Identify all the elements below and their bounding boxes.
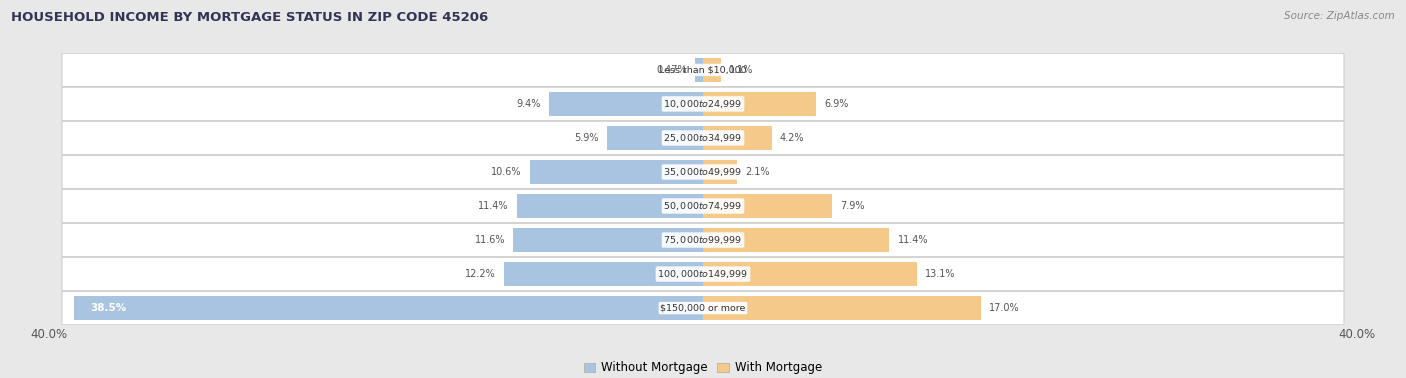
Text: HOUSEHOLD INCOME BY MORTGAGE STATUS IN ZIP CODE 45206: HOUSEHOLD INCOME BY MORTGAGE STATUS IN Z… [11,11,488,24]
Bar [703,58,721,82]
Bar [513,228,703,252]
Text: 12.2%: 12.2% [464,269,495,279]
FancyBboxPatch shape [62,53,1344,87]
FancyBboxPatch shape [62,223,1344,257]
Text: 1.1%: 1.1% [730,65,754,75]
Text: 9.4%: 9.4% [517,99,541,109]
Text: 10.6%: 10.6% [491,167,522,177]
FancyBboxPatch shape [62,189,1344,223]
Legend: Without Mortgage, With Mortgage: Without Mortgage, With Mortgage [579,356,827,378]
Bar [606,126,703,150]
Text: 5.9%: 5.9% [574,133,599,143]
Bar [73,296,703,320]
Bar [530,160,703,184]
Text: 2.1%: 2.1% [745,167,770,177]
FancyBboxPatch shape [62,87,1344,121]
Text: 6.9%: 6.9% [824,99,848,109]
Text: 11.4%: 11.4% [897,235,928,245]
Bar [703,126,772,150]
Text: $100,000 to $149,999: $100,000 to $149,999 [658,268,748,280]
Text: Source: ZipAtlas.com: Source: ZipAtlas.com [1284,11,1395,21]
Text: $35,000 to $49,999: $35,000 to $49,999 [664,166,742,178]
FancyBboxPatch shape [62,291,1344,325]
Bar [703,262,917,286]
Bar [696,58,703,82]
Text: 0.47%: 0.47% [657,65,688,75]
Text: $25,000 to $34,999: $25,000 to $34,999 [664,132,742,144]
Text: 11.6%: 11.6% [475,235,505,245]
Text: $50,000 to $74,999: $50,000 to $74,999 [664,200,742,212]
Text: 11.4%: 11.4% [478,201,509,211]
Text: $150,000 or more: $150,000 or more [661,304,745,313]
Text: 38.5%: 38.5% [90,303,127,313]
Text: 17.0%: 17.0% [988,303,1019,313]
FancyBboxPatch shape [62,257,1344,291]
Bar [703,194,832,218]
Text: Less than $10,000: Less than $10,000 [659,65,747,74]
Bar [550,92,703,116]
Bar [703,228,890,252]
Text: $75,000 to $99,999: $75,000 to $99,999 [664,234,742,246]
FancyBboxPatch shape [62,155,1344,189]
Bar [503,262,703,286]
Text: 4.2%: 4.2% [780,133,804,143]
Bar [703,160,737,184]
Text: $10,000 to $24,999: $10,000 to $24,999 [664,98,742,110]
FancyBboxPatch shape [62,121,1344,155]
Text: 7.9%: 7.9% [841,201,865,211]
Bar [703,92,815,116]
Bar [703,296,981,320]
Bar [516,194,703,218]
Text: 13.1%: 13.1% [925,269,956,279]
